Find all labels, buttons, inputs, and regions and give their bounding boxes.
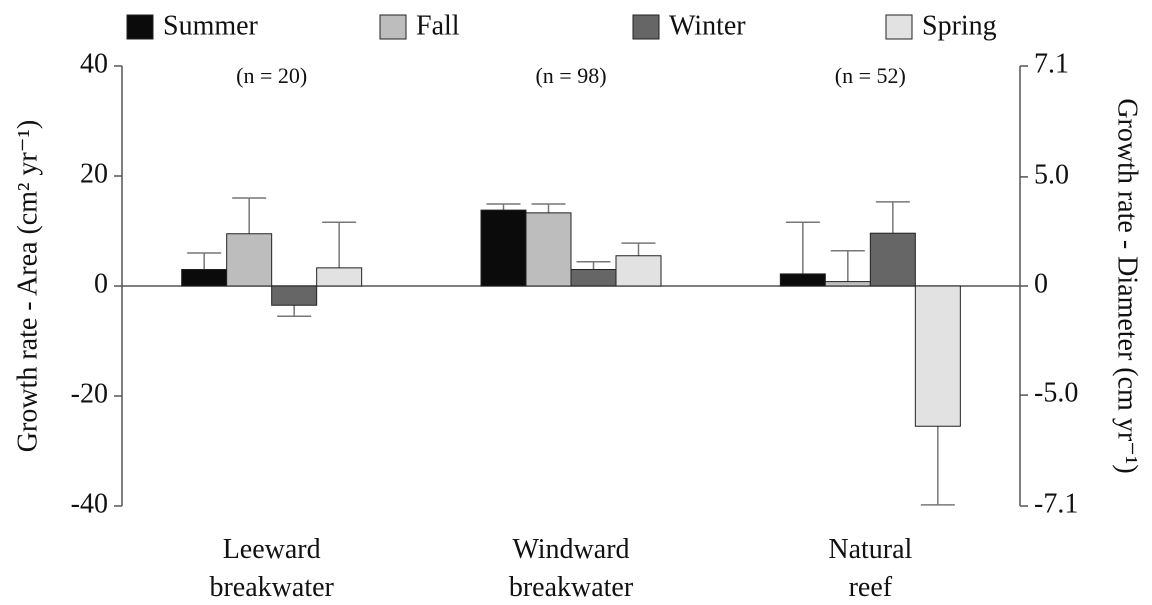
legend-label: Winter [669, 10, 746, 41]
y-tick-label: 0 [94, 268, 108, 299]
bar [226, 233, 273, 287]
legend-swatch [126, 14, 154, 40]
legend-label: Fall [416, 10, 460, 41]
y2-tick-label: 5.0 [1034, 159, 1069, 190]
bar [525, 212, 572, 287]
y2-axis-label: Growth rate - Diameter (cm yr⁻¹) [1112, 98, 1143, 473]
y-tick-label: -40 [71, 488, 108, 519]
bar [316, 267, 363, 287]
legend-label: Spring [922, 10, 997, 41]
bar [914, 285, 961, 427]
legend-swatch [379, 14, 407, 40]
y2-tick-label: -7.1 [1034, 488, 1078, 519]
legend-label: Summer [163, 10, 259, 41]
y2-tick-label: 0 [1034, 268, 1048, 299]
bar [181, 269, 228, 287]
annotation: (n = 20) [236, 63, 307, 88]
y-tick-label: 40 [80, 48, 108, 79]
y-axis-label: Growth rate - Area (cm² yr⁻¹) [12, 120, 43, 452]
bar [779, 273, 826, 287]
bar [570, 269, 617, 287]
bar [615, 255, 662, 287]
x-tick-label: Windward breakwater [509, 534, 634, 603]
legend-swatch [632, 14, 660, 40]
x-tick-label: Leeward breakwater [209, 534, 334, 603]
y2-tick-label: -5.0 [1034, 378, 1078, 409]
bar [271, 285, 318, 306]
annotation: (n = 52) [835, 63, 906, 88]
bar [869, 232, 916, 287]
bar [480, 209, 527, 287]
annotation: (n = 98) [535, 63, 606, 88]
bar [824, 281, 871, 287]
x-tick-label: Natural reef [828, 534, 912, 603]
legend-swatch [885, 14, 913, 40]
y2-tick-label: 7.1 [1034, 48, 1069, 79]
y-tick-label: 20 [80, 158, 108, 189]
y-tick-label: -20 [71, 378, 108, 409]
